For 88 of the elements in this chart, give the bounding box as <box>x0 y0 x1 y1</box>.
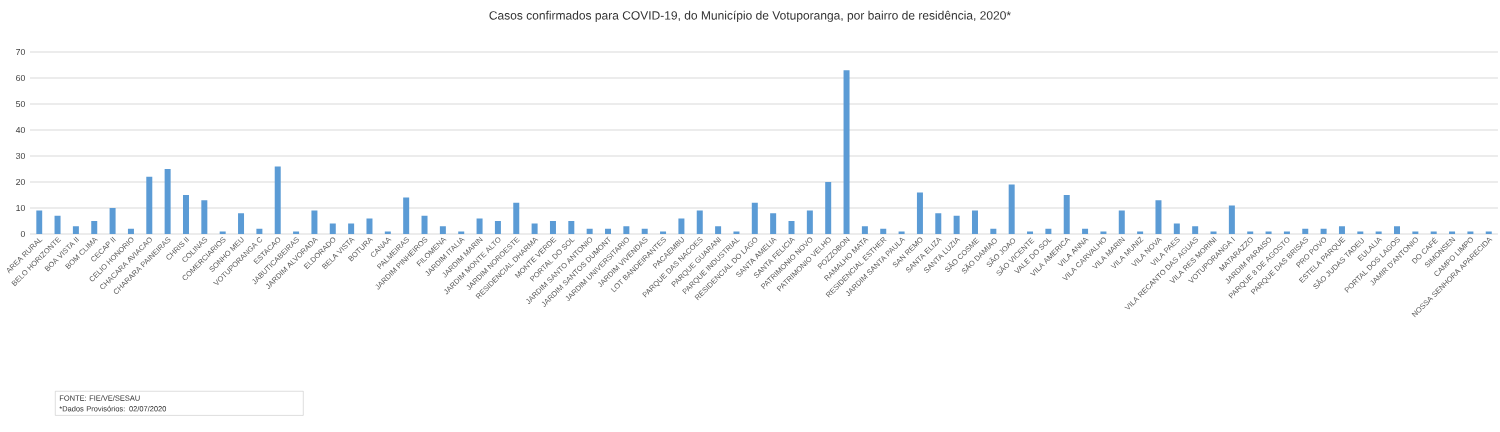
bar <box>403 197 410 234</box>
y-tick-label: 10 <box>16 204 25 212</box>
bar <box>641 228 648 234</box>
bar <box>201 200 208 234</box>
bar <box>54 215 61 234</box>
bar <box>1449 231 1456 234</box>
bar <box>715 226 722 234</box>
bar <box>935 213 942 234</box>
bar <box>861 226 868 234</box>
y-tick-label: 60 <box>16 74 25 82</box>
bar <box>825 181 832 234</box>
bar <box>146 176 153 234</box>
bar <box>1467 231 1474 234</box>
bar <box>182 194 189 234</box>
bar <box>549 220 556 234</box>
bar <box>880 228 887 234</box>
bar <box>696 210 703 234</box>
bar <box>72 226 79 234</box>
bar <box>605 228 612 234</box>
bar <box>219 231 226 234</box>
bar <box>788 220 795 234</box>
bar <box>1100 231 1107 234</box>
bar <box>476 218 483 234</box>
bar <box>1265 231 1272 234</box>
bar <box>1485 231 1492 234</box>
bar <box>568 220 575 234</box>
bar <box>366 218 373 234</box>
bar <box>1320 228 1327 234</box>
bar <box>329 223 336 234</box>
bar <box>623 226 630 234</box>
bar <box>916 192 923 234</box>
bar <box>513 202 520 234</box>
bar <box>348 223 355 234</box>
y-tick-label: 0 <box>20 230 25 238</box>
bar <box>1247 231 1254 234</box>
bar <box>1283 231 1290 234</box>
bar <box>660 231 667 234</box>
bar <box>678 218 685 234</box>
bar <box>256 228 263 234</box>
bar <box>751 202 758 234</box>
bar <box>733 231 740 234</box>
bar <box>1045 228 1052 234</box>
bar <box>531 223 538 234</box>
chart-title: Casos confirmados para COVID-19, do Município de Votuporanga, por bairro de residência, 2020* <box>489 10 1011 23</box>
bar <box>109 207 116 234</box>
bar <box>384 231 391 234</box>
bar <box>127 228 134 234</box>
bar <box>971 210 978 234</box>
bar <box>439 226 446 234</box>
bar <box>1155 200 1162 234</box>
bar <box>1412 231 1419 234</box>
bar <box>1394 226 1401 234</box>
bar <box>1430 231 1437 234</box>
bar <box>1082 228 1089 234</box>
bar <box>458 231 465 234</box>
bar <box>1357 231 1364 234</box>
bar <box>1118 210 1125 234</box>
bar <box>164 168 171 234</box>
y-tick-label: 50 <box>16 100 25 108</box>
bar <box>953 215 960 234</box>
bar <box>1063 194 1070 234</box>
y-tick-label: 40 <box>15 126 25 134</box>
bar <box>770 213 777 234</box>
y-tick-label: 20 <box>16 178 25 186</box>
bar <box>1302 228 1309 234</box>
bar <box>1228 205 1235 234</box>
bar <box>1338 226 1345 234</box>
bar <box>421 215 428 234</box>
bar <box>1137 231 1144 234</box>
bar <box>586 228 593 234</box>
bar <box>1375 231 1382 234</box>
bar <box>293 231 300 234</box>
bar <box>274 166 281 234</box>
bar <box>990 228 997 234</box>
y-tick-label: 70 <box>16 48 25 56</box>
bar <box>494 220 501 234</box>
bar <box>1210 231 1217 234</box>
bar <box>1008 184 1015 234</box>
bar <box>806 210 813 234</box>
bar <box>91 220 98 234</box>
bar <box>843 70 850 234</box>
bar <box>238 213 245 234</box>
y-tick-label: 30 <box>16 152 25 160</box>
bar <box>898 231 905 234</box>
bar <box>1192 226 1199 234</box>
bar <box>1173 223 1180 234</box>
bar <box>311 210 318 234</box>
bar <box>1027 231 1034 234</box>
